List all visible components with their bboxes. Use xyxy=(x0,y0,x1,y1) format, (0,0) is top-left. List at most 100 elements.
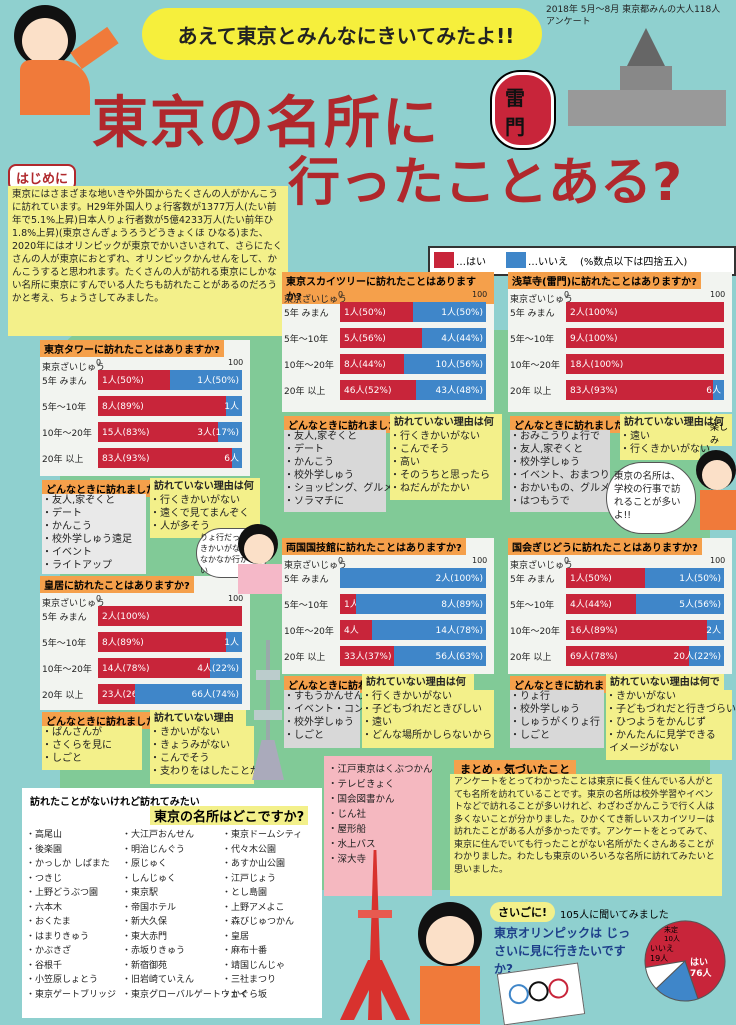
yes-bar: 83人(93%) xyxy=(566,380,713,400)
skytree-illustration xyxy=(248,640,288,780)
legend-rounding-note: (%数点以下は四捨五入) xyxy=(580,257,688,268)
chart-axis-zero: 0 xyxy=(564,290,570,299)
kokugikan-why-list: ・すもうかんせん ・イベント・コンサート ・校外学しゅう ・しごと xyxy=(284,690,394,748)
yes-bar-label: 1人 xyxy=(344,600,359,610)
diet-building-illustration xyxy=(568,28,726,128)
chart-age-label: 20年 以上 xyxy=(510,387,552,397)
palace-whynot-list: ・きかいがない ・きょうみがない ・こんでそう ・支わりをはしたことがある xyxy=(150,726,280,784)
kokugikan-whynot-list: ・行くきかいがない ・子どもづれだときびしい ・遠い ・どんな場所かしらないから xyxy=(362,690,494,748)
chart-age-label: 5年〜10年 xyxy=(42,403,87,413)
no-bar-label: 2人 xyxy=(706,626,721,636)
chart-age-label: 5年〜10年 xyxy=(510,335,555,345)
yes-bar-label: 69人(78%) xyxy=(570,652,618,662)
asakusa-why-list: ・おみこうりょ行で ・友人,家ぞくと ・校外学しゅう ・イベント、おまつり ・お… xyxy=(510,430,610,512)
diet-why-list: ・りょ行 ・校外学しゅう ・しゅうがくりょ行 ・しごと xyxy=(510,690,604,748)
yes-bar: 8人(89%) xyxy=(98,632,226,652)
yes-bar: 16人(89%) xyxy=(566,620,707,640)
no-bar: 56人(63%) xyxy=(394,646,486,666)
places-heading: 東京の名所はどこですか? xyxy=(150,806,309,825)
pie-slice-yes xyxy=(644,920,726,1000)
skytree-whynot-list: ・行くきかいがない ・こんでそう ・高い ・そのうちと思ったら ・ねだんがたかい xyxy=(390,430,502,500)
no-bar: 6人 xyxy=(224,448,242,468)
no-bar: 6人 xyxy=(706,380,724,400)
no-bar-label: 4人(44%) xyxy=(441,334,483,344)
chart-age-label: 10年〜20年 xyxy=(284,627,334,637)
chart-age-label: 10年〜20年 xyxy=(510,627,560,637)
olympic-pie-chart xyxy=(644,920,726,1002)
chart-axis-hundred: 100 xyxy=(710,556,726,565)
yes-bar-label: 2人(100%) xyxy=(570,308,618,318)
chart-resident-label: 東京ざいじゅう xyxy=(284,561,348,571)
chart-age-label: 20年 以上 xyxy=(284,387,326,397)
yes-bar-label: 16人(89%) xyxy=(570,626,618,636)
chart-age-label: 20年 以上 xyxy=(42,691,84,701)
no-bar-label: 4人(22%) xyxy=(197,664,239,674)
chart-age-label: 5年 みまん xyxy=(510,309,555,319)
legend-yes-label: …はい xyxy=(456,257,486,268)
no-bar-label: 66人(74%) xyxy=(191,690,239,700)
pie-yes-label: はい 76人 xyxy=(690,958,712,979)
yes-bar: 1人(50%) xyxy=(98,370,170,390)
no-bar: 1人(50%) xyxy=(645,568,724,588)
yes-bar-label: 2人(100%) xyxy=(102,612,150,622)
chart-age-label: 10年〜20年 xyxy=(42,429,92,439)
yes-bar-label: 83人(93%) xyxy=(102,454,150,464)
no-bar-label: 1人(50%) xyxy=(197,376,239,386)
chart-age-label: 5年 みまん xyxy=(284,575,329,585)
pie-slice-no xyxy=(655,960,699,1002)
yes-bar: 1人(50%) xyxy=(340,302,413,322)
chart-age-label: 20年 以上 xyxy=(284,653,326,663)
right-girl-illustration xyxy=(692,450,736,530)
yes-bar-label: 4人(44%) xyxy=(570,600,612,610)
no-bar: 4人(44%) xyxy=(422,328,486,348)
chart-resident-label: 東京ざいじゅう xyxy=(284,295,348,305)
no-bar-label: 2人(100%) xyxy=(435,574,483,584)
places-col4-box xyxy=(324,756,432,896)
yes-bar: 1人 xyxy=(340,594,359,614)
no-bar: 1人 xyxy=(224,632,242,652)
chart-age-label: 10年〜20年 xyxy=(510,361,560,371)
yes-bar-label: 46人(52%) xyxy=(344,386,392,396)
no-bar-label: 20人(22%) xyxy=(673,652,721,662)
intro-body: 東京にはさまざまな地いきや外国からたくさんの人がかんこうに訪れています。H29年… xyxy=(8,186,288,336)
places-col4: ・江戸東京はくぶつかん ・テレビきょく ・国会図書かん ・じん社 ・屋形船 ・水… xyxy=(328,764,433,865)
page-title-line1: 東京の名所に xyxy=(92,91,440,156)
chart-age-label: 5年〜10年 xyxy=(284,335,329,345)
header-banner-text: あえて東京とみんなにきいてみたよ!! xyxy=(177,24,515,48)
no-bar: 1人(50%) xyxy=(170,370,242,390)
no-bar-label: 6人 xyxy=(224,454,239,464)
yes-bar: 9人(100%) xyxy=(566,328,724,348)
yes-bar-label: 9人(100%) xyxy=(570,334,618,344)
yes-bar-label: 18人(100%) xyxy=(570,360,624,370)
pie-slice-other xyxy=(644,960,687,990)
places-heading-small: 訪れたことがないけれど訪れてみたい xyxy=(30,797,200,808)
closing-question: 東京オリンピックは じっさいに見に行きたいですか? xyxy=(494,926,631,976)
yes-bar: 83人(93%) xyxy=(98,448,232,468)
chart-age-label: 10年〜20年 xyxy=(284,361,334,371)
chart-age-label: 5年 みまん xyxy=(42,377,87,387)
no-bar: 4人(22%) xyxy=(197,658,242,678)
right-speech-bubble xyxy=(606,462,696,534)
no-bar: 5人(56%) xyxy=(636,594,724,614)
tower-why-label: どんなときに訪れましたか? xyxy=(42,480,176,497)
chart-axis-hundred: 100 xyxy=(228,594,244,603)
no-bar-label: 10人(56%) xyxy=(435,360,483,370)
places-col1: ・高尾山 ・後楽園 ・かっしか しばまた ・つきじ ・上野どうぶつ園 ・六本木 … xyxy=(26,830,117,1000)
mid-speech-text: りょ行だったらきかいがないとなかなか行かない xyxy=(200,533,256,575)
closing-heading: さいごに! xyxy=(490,902,556,922)
skytree-why-label: どんなときに訪れましたか? xyxy=(284,416,418,433)
no-bar-label: 56人(63%) xyxy=(435,652,483,662)
no-bar-label: 43人(48%) xyxy=(435,386,483,396)
yes-bar: 69人(78%) xyxy=(566,646,689,666)
right-speech-small: 楽しみ xyxy=(710,423,729,446)
no-bar-label: 1人(50%) xyxy=(441,308,483,318)
no-bar: 8人(89%) xyxy=(356,594,486,614)
chart-skytree: 東京スカイツリーに訪れたことはありますか? 東京ざいじゅう 0 100 5年 みまん 1人… xyxy=(282,272,494,412)
yes-bar-label: 23人(26%) xyxy=(102,690,150,700)
no-bar: 10人(56%) xyxy=(404,354,486,374)
chart-question: 東京タワーに訪れたことはありますか? xyxy=(40,340,224,357)
chart-tokyo-tower: 東京タワーに訪れたことはありますか? 東京ざいじゅう 0 100 5年 みまん 1人(50… xyxy=(40,340,250,476)
no-bar-label: 5人(56%) xyxy=(679,600,721,610)
tower-why-list: ・友人,家ぞくと ・デート ・かんこう ・校外学しゅう遠足 ・イベント ・ライト… xyxy=(42,494,146,574)
yes-bar: 2人(100%) xyxy=(98,606,242,626)
